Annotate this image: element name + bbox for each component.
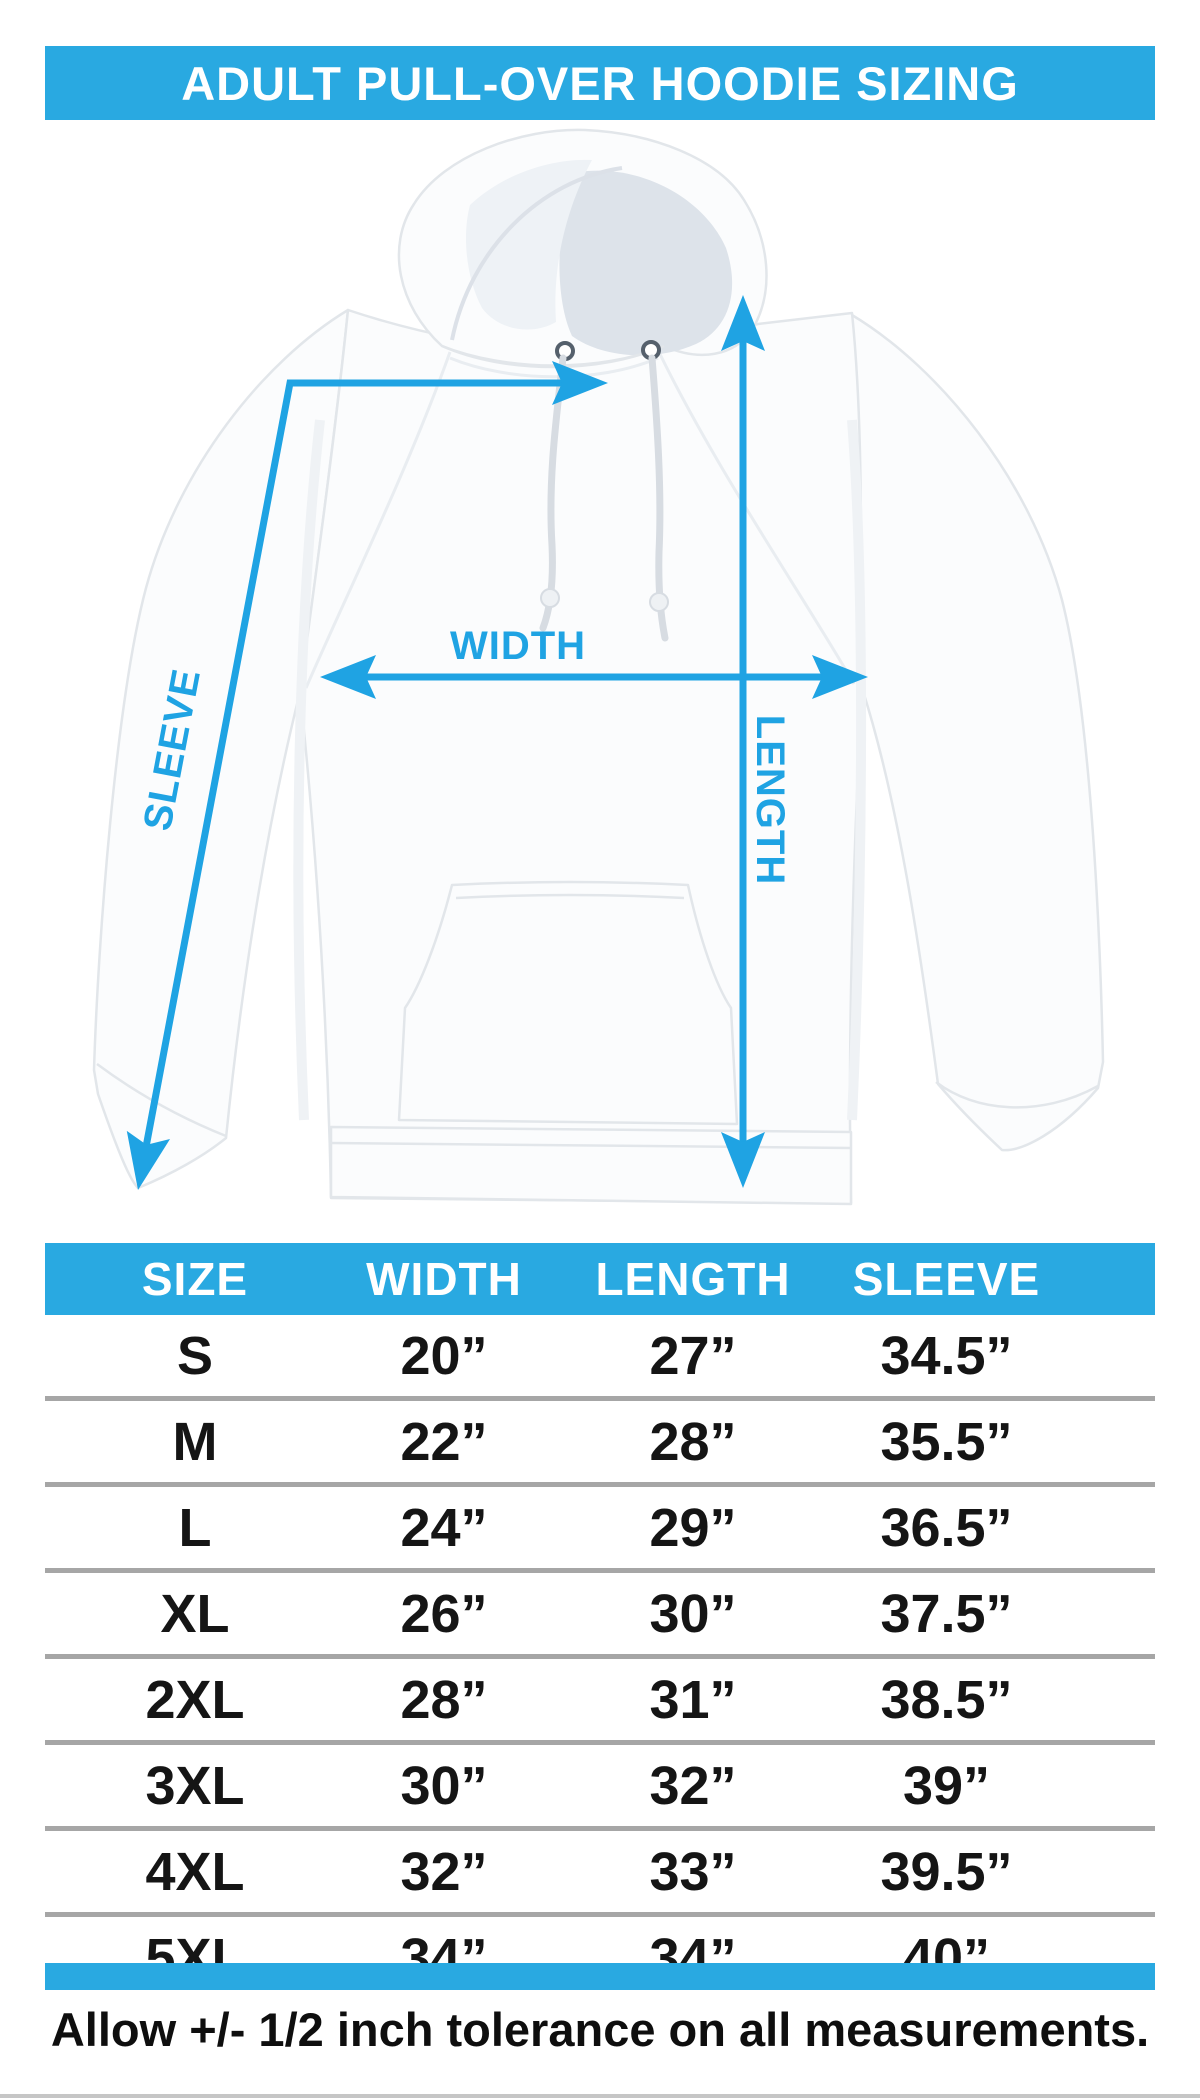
right-cuff-seam (935, 1081, 1099, 1109)
width-arrow (320, 655, 868, 699)
table-row: 2XL 28” 31” 38.5” (45, 1654, 1155, 1740)
left-raglan-seam (304, 351, 452, 689)
size-cell: L (178, 1497, 212, 1558)
sleeve-cell: 39.5” (880, 1841, 1013, 1902)
title-banner: ADULT PULL-OVER HOODIE SIZING (45, 46, 1155, 120)
length-cell: 32” (649, 1755, 737, 1816)
table-row: XL 26” 30” 37.5” (45, 1568, 1155, 1654)
header-cell-length: LENGTH (595, 1253, 791, 1305)
right-sleeve (847, 313, 1105, 1152)
length-cell: 28” (649, 1411, 737, 1472)
length-label: LENGTH (748, 715, 792, 885)
length-cell: 29” (649, 1497, 737, 1558)
body-left-shadow (293, 419, 325, 1121)
collar-band-seam-2 (449, 356, 659, 379)
width-label: WIDTH (450, 624, 586, 668)
right-drawstring-knot (649, 592, 669, 612)
sleeve-cell: 35.5” (880, 1411, 1013, 1472)
table-row: 3XL 30” 32” 39” (45, 1740, 1155, 1826)
table-row: L 24” 29” 36.5” (45, 1482, 1155, 1568)
width-cell: 24” (400, 1497, 488, 1558)
right-drawstring (648, 354, 669, 642)
table-row: M 22” 28” 35.5” (45, 1396, 1155, 1482)
left-cuff-seam (96, 1062, 227, 1138)
left-drawstring-knot (540, 588, 560, 608)
header-cell-sleeve: SLEEVE (852, 1253, 1041, 1305)
width-cell: 28” (400, 1669, 488, 1730)
page-title: ADULT PULL-OVER HOODIE SIZING (181, 56, 1019, 110)
size-cell: M (172, 1411, 218, 1472)
body-right-shadow (847, 419, 867, 1121)
sleeve-cell: 34.5” (880, 1325, 1013, 1386)
hood-rim-seam (450, 166, 623, 341)
size-cell: 4XL (145, 1841, 245, 1902)
width-cell: 20” (400, 1325, 488, 1386)
width-cell: 30” (400, 1755, 488, 1816)
width-cell: 26” (400, 1583, 488, 1644)
table-row: S 20” 27” 34.5” (45, 1315, 1155, 1396)
length-cell: 27” (649, 1325, 737, 1386)
header-cell-size: SIZE (141, 1253, 249, 1305)
sleeve-cell: 36.5” (880, 1497, 1013, 1558)
hood-inner-light (466, 159, 592, 330)
length-cell: 33” (649, 1841, 737, 1902)
size-cell: XL (160, 1583, 230, 1644)
sleeve-cell: 37.5” (880, 1583, 1013, 1644)
hem-seam (330, 1141, 852, 1150)
collar-band-seam (441, 344, 665, 367)
page-bottom-border (0, 2094, 1200, 2098)
length-cell: 31” (649, 1669, 737, 1730)
table-header-row: SIZE WIDTH LENGTH SLEEVE (45, 1243, 1155, 1315)
size-cell: 2XL (145, 1669, 245, 1730)
width-cell: 22” (400, 1411, 488, 1472)
header-cell-width: WIDTH (366, 1253, 522, 1305)
length-cell: 30” (649, 1583, 737, 1644)
hood-inner-shadow (559, 170, 733, 356)
hem-band (329, 1125, 853, 1206)
width-cell: 32” (400, 1841, 488, 1902)
sleeve-arrow (126, 361, 608, 1190)
tolerance-note: Allow +/- 1/2 inch tolerance on all meas… (50, 2003, 1150, 2056)
size-table: SIZE WIDTH LENGTH SLEEVE S 20” 27” 34.5”… (45, 1243, 1155, 1998)
sleeve-cell: 39” (902, 1755, 991, 1816)
length-arrow (721, 295, 765, 1188)
right-raglan-seam (656, 349, 856, 685)
table-bottom-bar (45, 1963, 1155, 1990)
size-cell: 3XL (145, 1755, 245, 1816)
size-cell: S (176, 1325, 214, 1386)
pocket-top-seam (455, 893, 685, 900)
kangaroo-pocket (397, 880, 739, 1126)
table-row: 4XL 32” 33” 39.5” (45, 1826, 1155, 1912)
sleeve-cell: 38.5” (880, 1669, 1013, 1730)
